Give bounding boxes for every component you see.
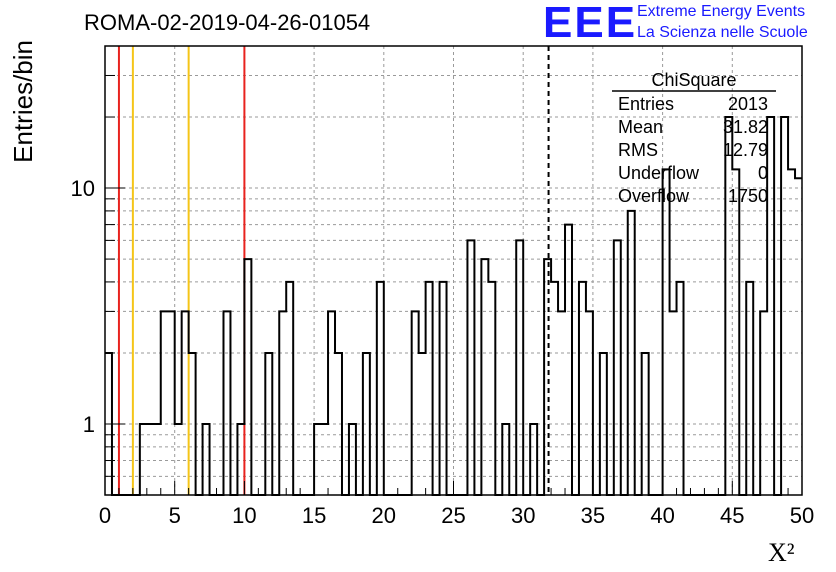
histogram-bin: [565, 225, 572, 495]
histogram-bin: [551, 282, 558, 495]
stats-title: ChiSquare: [651, 70, 736, 90]
stats-value: 12.79: [723, 140, 768, 160]
x-tick-label: 45: [720, 503, 744, 528]
histogram-bin: [377, 282, 384, 495]
histogram-bin: [516, 240, 523, 495]
stats-value: 1750: [728, 186, 768, 206]
histogram-bin: [168, 311, 175, 495]
histogram-bin: [760, 311, 767, 495]
histogram-bin: [412, 311, 419, 495]
x-tick-label: 40: [650, 503, 674, 528]
axes: 0 5 10 15 20 25 30 35 40 45 50 1 10: [71, 45, 814, 528]
logo-subtitle-line1: Extreme Energy Events: [637, 3, 806, 20]
stats-box: ChiSquare Entries 2013 Mean 31.82 RMS 12.79 Und…: [612, 70, 776, 206]
histogram-bin: [586, 311, 593, 495]
x-tick-label: 30: [511, 503, 535, 528]
y-tick-label: 1: [83, 412, 95, 437]
histogram-bin: [781, 117, 788, 495]
histogram-bin: [677, 282, 684, 495]
histogram-bin: [440, 282, 447, 495]
reference-lines: [117, 46, 550, 495]
stats-label: Underflow: [618, 163, 700, 183]
stats-value: 2013: [728, 94, 768, 114]
stats-label: Entries: [618, 94, 674, 114]
histogram-bin: [558, 311, 565, 495]
histogram-bin: [161, 311, 168, 495]
histogram-bin: [244, 259, 251, 495]
histogram-bin: [732, 169, 739, 495]
histogram-bin: [579, 282, 586, 495]
histogram-bin: [223, 311, 230, 495]
histogram-bin: [426, 282, 433, 495]
x-tick-label: 25: [441, 503, 465, 528]
histogram-bin: [788, 169, 795, 495]
stats-value: 31.82: [723, 117, 768, 137]
histogram-bin: [481, 259, 488, 495]
x-tick-label: 20: [372, 503, 396, 528]
histogram-bin: [746, 282, 753, 495]
x-tick-label: 35: [581, 503, 605, 528]
logo-subtitle-line2: La Scienza nelle Scuole: [637, 24, 808, 41]
histogram-bin: [795, 178, 802, 495]
x-tick-label: 50: [790, 503, 814, 528]
stats-value: 0: [758, 163, 768, 183]
x-tick-label: 15: [302, 503, 326, 528]
histogram-bin: [614, 240, 621, 495]
stats-label: RMS: [618, 140, 658, 160]
eee-logo: EEE: [543, 0, 638, 47]
stats-label: Overflow: [618, 186, 690, 206]
histogram-bin: [544, 259, 551, 495]
y-tick-label: 10: [71, 176, 95, 201]
x-tick-label: 5: [169, 503, 181, 528]
x-tick-label: 0: [99, 503, 111, 528]
histogram-bin: [328, 311, 335, 495]
x-axis-label: X²: [768, 538, 795, 567]
histogram-bin: [286, 282, 293, 495]
x-tick-label: 10: [232, 503, 256, 528]
histogram-bin: [279, 311, 286, 495]
histogram-bin: [488, 282, 495, 495]
histogram-bin: [467, 240, 474, 495]
histogram-bin: [182, 311, 189, 495]
chart-title: ROMA-02-2019-04-26-01054: [84, 10, 371, 35]
histogram-bin: [670, 311, 677, 495]
stats-label: Mean: [618, 117, 663, 137]
histogram-bin: [663, 169, 670, 495]
